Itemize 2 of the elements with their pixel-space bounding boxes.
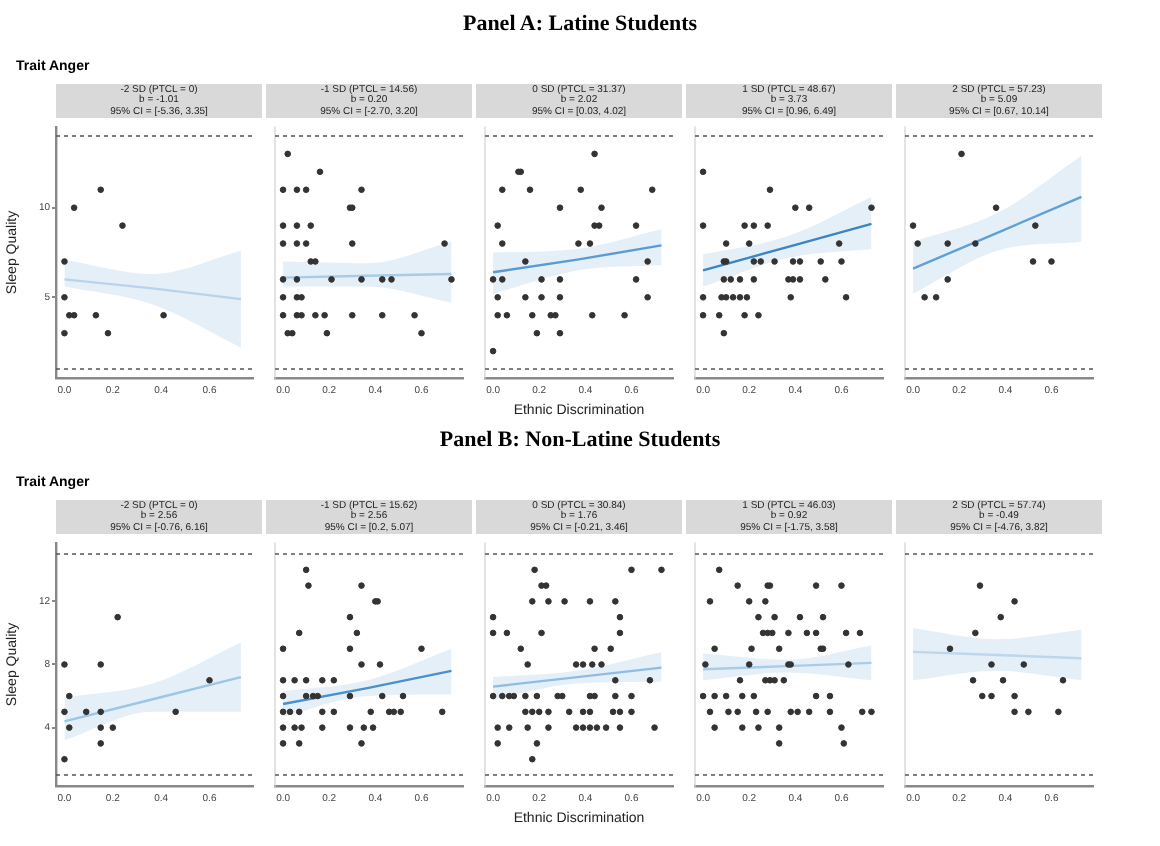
text: Panel B: Non-Latine Students [437, 428, 723, 452]
text: Panel A: Latine Students [460, 12, 700, 36]
